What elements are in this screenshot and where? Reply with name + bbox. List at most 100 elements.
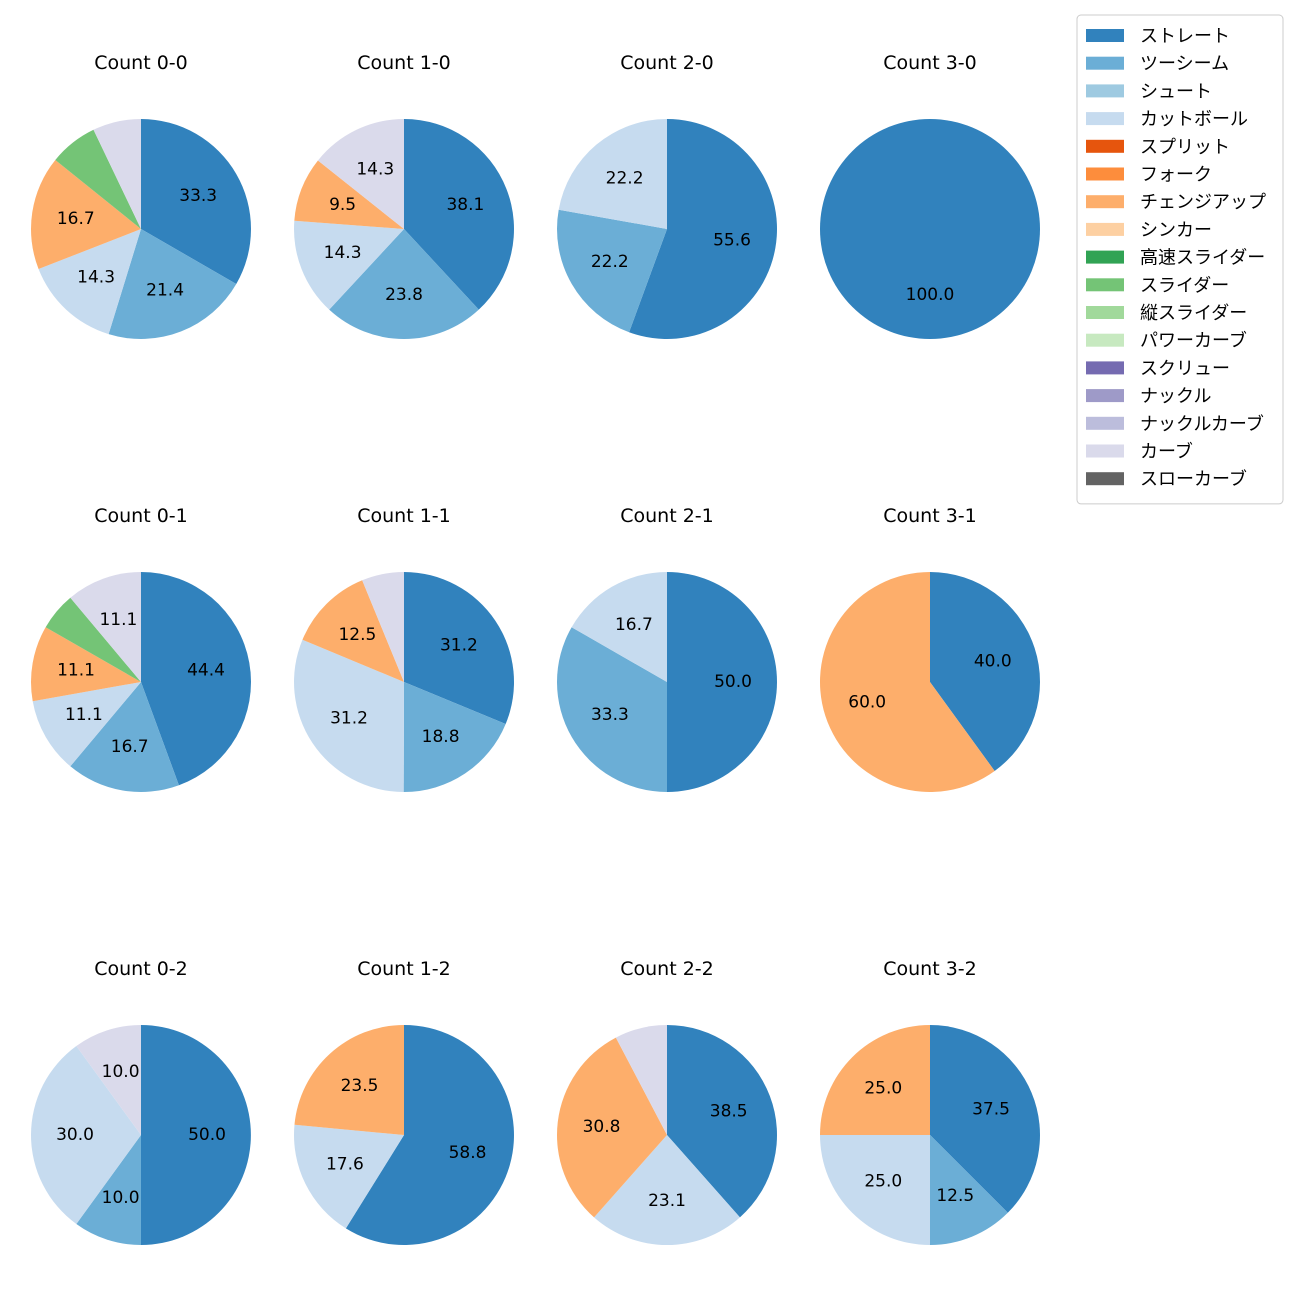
slice-ツーシーム <box>329 229 479 339</box>
pie-count-0-1: Count 0-1 44.4 16.7 11.1 11.1 11.1 <box>31 505 251 792</box>
pie-count-1-0: Count 1-038.123.814.39.514.3 <box>293 52 514 339</box>
legend-label: フォーク <box>1140 165 1212 186</box>
slice-ストレート <box>930 1025 1040 1213</box>
pie-count-2-0: Count 2-0 55.6 22.2 22.2 <box>557 52 778 339</box>
slice-label: 21.4 <box>146 280 184 300</box>
legend-swatch <box>1086 416 1124 430</box>
legend-label: スクリュー <box>1140 358 1230 379</box>
pie-count-3-2: Count 3-2 37.5 12.5 25.0 25.0 <box>820 958 1040 1245</box>
slice-チェンジアップ <box>31 160 142 270</box>
legend-swatch <box>1086 444 1124 458</box>
legend-frame <box>1076 14 1284 505</box>
slice-label: 14.3 <box>356 160 394 180</box>
slice-label: 17.6 <box>326 1154 364 1174</box>
legend-swatch <box>1086 472 1124 486</box>
slice-label: 25.0 <box>864 1172 902 1192</box>
slice-ストレート <box>629 119 778 339</box>
slice-label: 60.0 <box>848 692 886 712</box>
legend-swatch <box>1086 29 1124 42</box>
slice-カットボール <box>558 119 667 229</box>
pie-count-0-0: Count 0-0 33.3 21.4 14.3 16.7 <box>31 52 251 340</box>
pie-count-1-1: Count 1-1 31.2 18.8 31.2 12.5 <box>294 505 515 793</box>
legend-swatch <box>1086 250 1124 264</box>
legend-label: ナックル <box>1140 386 1211 407</box>
slice-label: 30.0 <box>56 1125 94 1145</box>
slice-label: 44.4 <box>187 660 225 680</box>
pie-count-0-2: Count 0-2 50.0 10.0 30.0 10.0 <box>30 958 251 1245</box>
legend-swatch <box>1086 84 1124 98</box>
pie-title: Count 2-1 <box>620 505 714 527</box>
slice-カットボール <box>820 1135 930 1245</box>
slice-label: 37.5 <box>972 1100 1010 1120</box>
slice-ツーシーム <box>930 1135 1008 1245</box>
slice-label: 25.0 <box>864 1078 902 1098</box>
slice-label: 40.0 <box>974 652 1012 672</box>
slice-チェンジアップ <box>556 1037 667 1218</box>
legend-label: スプリット <box>1140 137 1230 158</box>
legend-label: ストレート <box>1140 26 1230 47</box>
pie-title: Count 0-0 <box>94 52 188 74</box>
slice-カットボール <box>38 229 141 335</box>
pie-title: Count 1-0 <box>357 52 451 74</box>
slice-カットボール <box>293 220 404 310</box>
slice-ストレート <box>404 571 515 724</box>
slice-label: 38.1 <box>446 195 484 215</box>
pie-title: Count 0-1 <box>94 505 188 527</box>
slice-カットボール <box>571 572 667 682</box>
pie-count-2-1: Count 2-1 50.0 33.3 16.7 <box>556 505 777 792</box>
pie-title: Count 3-1 <box>883 505 977 527</box>
legend-label: シンカー <box>1140 220 1212 241</box>
slice-ツーシーム <box>76 1135 141 1245</box>
slice-カーブ <box>93 119 141 229</box>
slice-カットボール <box>30 1046 142 1224</box>
pie-count-3-1: Count 3-1 40.0 60.0 <box>820 505 1041 792</box>
legend-label: パワーカーブ <box>1140 330 1247 352</box>
legend-swatch <box>1086 112 1124 126</box>
pie-count-2-2: Count 2-2 38.5 23.1 30.8 <box>556 958 778 1246</box>
slice-ツーシーム <box>557 209 667 333</box>
slice-label: 22.2 <box>606 168 644 188</box>
slice-ストレート <box>345 1025 514 1246</box>
slice-スライダー <box>45 597 142 682</box>
slice-label: 23.5 <box>341 1076 379 1096</box>
legend-swatch <box>1086 222 1124 236</box>
slice-label: 10.0 <box>102 1188 140 1208</box>
slice-label: 55.6 <box>713 231 751 251</box>
pie-title: Count 1-2 <box>357 958 451 980</box>
slice-label: 10.0 <box>102 1062 140 1082</box>
legend-swatch <box>1086 306 1124 319</box>
legend-label: カーブ <box>1140 441 1193 463</box>
slice-チェンジアップ <box>31 627 141 702</box>
legend-label: カットボール <box>1140 109 1248 130</box>
legend-swatch <box>1086 56 1124 70</box>
slice-label: 38.5 <box>710 1102 748 1122</box>
slice-スライダー <box>55 129 142 229</box>
slice-ストレート <box>667 1025 778 1218</box>
legend-swatch <box>1086 167 1124 181</box>
pie-title: Count 2-0 <box>620 52 714 74</box>
slice-ツーシーム <box>403 682 506 793</box>
slice-ストレート <box>820 119 1040 339</box>
slice-label: 23.8 <box>385 285 423 305</box>
slice-label: 33.3 <box>591 705 629 725</box>
legend: ストレートツーシームシュートカットボールスプリットフォークチェンジアップシンカー… <box>1076 14 1284 505</box>
slice-ツーシーム <box>108 229 237 340</box>
legend-label: チェンジアップ <box>1140 192 1266 213</box>
slice-カットボール <box>594 1135 740 1246</box>
slice-label: 14.3 <box>77 267 115 287</box>
pie-title: Count 1-1 <box>357 505 451 527</box>
pie-title: Count 0-2 <box>94 958 188 980</box>
slice-label: 31.2 <box>330 709 368 729</box>
slice-ストレート <box>930 572 1041 771</box>
legend-label: スライダー <box>1140 275 1229 296</box>
slice-ストレート <box>141 119 251 284</box>
slice-カーブ <box>362 572 404 682</box>
pie-title: Count 3-0 <box>883 52 977 74</box>
slice-label: 50.0 <box>188 1125 226 1145</box>
slice-チェンジアップ <box>820 572 995 792</box>
slice-label: 16.7 <box>57 209 95 229</box>
legend-swatch <box>1086 139 1124 153</box>
slice-ストレート <box>667 572 777 792</box>
slice-label: 11.1 <box>99 610 137 630</box>
pie-title: Count 3-2 <box>883 958 977 980</box>
